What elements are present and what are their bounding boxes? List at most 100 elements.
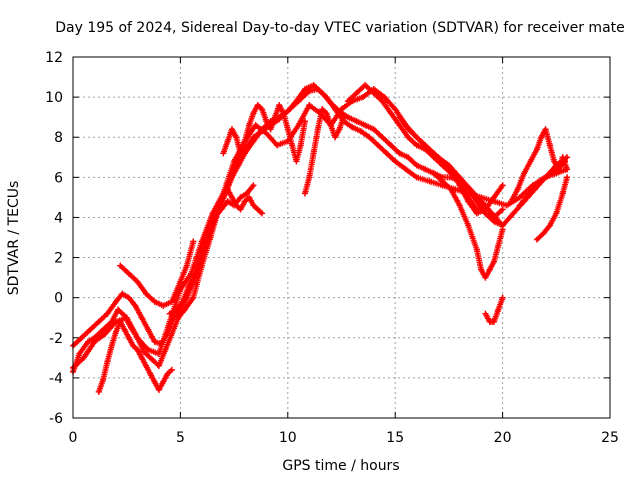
data-point — [297, 142, 304, 149]
data-point — [359, 94, 366, 101]
data-point — [95, 318, 102, 325]
data-point — [254, 206, 261, 213]
data-point — [387, 110, 394, 117]
data-point — [491, 318, 498, 325]
data-point — [381, 94, 388, 101]
data-point — [233, 202, 240, 209]
data-point — [439, 178, 446, 185]
data-point — [402, 166, 409, 173]
data-point — [155, 386, 162, 393]
data-point — [95, 388, 102, 395]
data-point — [338, 106, 345, 113]
data-point — [168, 366, 175, 373]
data-point — [503, 202, 510, 209]
data-point — [413, 174, 420, 181]
data-point — [491, 214, 498, 221]
data-point — [185, 282, 192, 289]
data-point — [155, 362, 162, 369]
data-point — [456, 182, 463, 189]
data-point — [85, 338, 92, 345]
data-point — [160, 302, 167, 309]
data-point — [143, 290, 150, 297]
data-point — [553, 210, 560, 217]
data-point — [160, 378, 167, 385]
series-5 — [117, 238, 197, 309]
data-point — [259, 210, 266, 217]
data-point — [138, 354, 145, 361]
data-point — [527, 158, 534, 165]
data-point — [491, 258, 498, 265]
data-point — [125, 334, 132, 341]
data-point — [448, 186, 455, 193]
data-point — [224, 198, 231, 205]
chart-title: Day 195 of 2024, Sidereal Day-to-day VTE… — [55, 20, 625, 36]
data-point — [132, 302, 139, 309]
data-point — [383, 150, 390, 157]
data-point — [549, 170, 556, 177]
data-point — [76, 350, 83, 357]
data-point — [151, 378, 158, 385]
data-point — [426, 178, 433, 185]
data-point — [456, 202, 463, 209]
series-11 — [396, 114, 506, 217]
data-point — [237, 150, 244, 157]
data-point — [134, 334, 141, 341]
data-point — [396, 114, 403, 121]
data-point — [168, 298, 175, 305]
data-point — [551, 158, 558, 165]
data-point — [246, 122, 253, 129]
data-point — [123, 314, 130, 321]
data-point — [177, 278, 184, 285]
data-point — [134, 278, 141, 285]
data-point — [336, 126, 343, 133]
data-point — [349, 124, 356, 131]
data-point — [542, 174, 549, 181]
data-point — [467, 186, 474, 193]
y-tick-label: 4 — [54, 210, 63, 226]
data-point — [499, 206, 506, 213]
data-point — [482, 274, 489, 281]
data-point — [366, 134, 373, 141]
data-point — [284, 108, 291, 115]
data-point — [301, 118, 308, 125]
data-point — [559, 154, 566, 161]
data-point — [495, 242, 502, 249]
y-tick-label: 2 — [54, 251, 63, 267]
data-point — [430, 170, 437, 177]
x-tick-label: 5 — [176, 430, 185, 446]
data-point — [430, 150, 437, 157]
data-point — [289, 142, 296, 149]
data-point — [482, 206, 489, 213]
y-tick-label: -4 — [49, 371, 63, 387]
data-point — [439, 158, 446, 165]
data-point — [205, 230, 212, 237]
y-tick-label: 12 — [45, 50, 63, 66]
data-point — [274, 142, 281, 149]
data-point — [228, 194, 235, 201]
series-7 — [224, 186, 266, 217]
data-point — [237, 194, 244, 201]
data-point — [499, 294, 506, 301]
data-point — [306, 102, 313, 109]
data-point — [405, 126, 412, 133]
data-point — [166, 318, 173, 325]
data-point — [392, 106, 399, 113]
data-point — [546, 222, 553, 229]
data-point — [559, 190, 566, 197]
data-point — [149, 356, 156, 363]
data-point — [533, 146, 540, 153]
data-point — [396, 122, 403, 129]
data-point — [319, 90, 326, 97]
data-point — [555, 166, 562, 173]
data-point — [491, 194, 498, 201]
data-point — [533, 236, 540, 243]
data-point — [332, 134, 339, 141]
data-point — [486, 266, 493, 273]
data-point — [370, 126, 377, 133]
data-point — [314, 126, 321, 133]
data-point — [276, 102, 283, 109]
data-point — [259, 106, 266, 113]
series-12 — [430, 170, 506, 281]
data-point — [220, 190, 227, 197]
data-point — [405, 154, 412, 161]
